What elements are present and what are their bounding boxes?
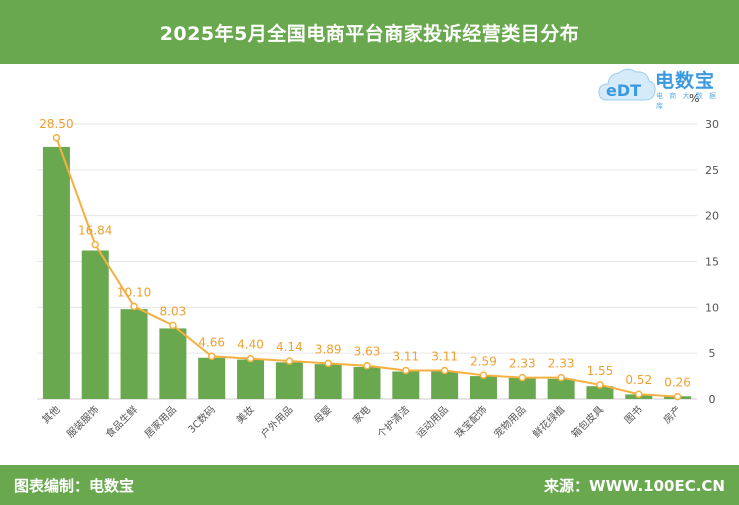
x-tick-label: 房产 <box>660 403 683 426</box>
data-label: 4.66 <box>198 335 225 349</box>
bar <box>508 377 536 399</box>
chart-title: 2025年5月全国电商平台商家投诉经营类目分布 <box>159 22 580 45</box>
data-label: 3.11 <box>431 349 458 363</box>
line-series <box>52 134 682 401</box>
line-point <box>324 359 332 368</box>
line-point <box>91 240 99 249</box>
bar <box>81 250 109 399</box>
line-point <box>363 361 371 370</box>
bar <box>120 309 148 399</box>
x-tick-label: 其他 <box>39 403 62 426</box>
x-tick-label: 食品生鲜 <box>103 403 140 440</box>
cloud-icon: eDT <box>598 68 656 101</box>
y-tick-label: 20 <box>705 210 719 223</box>
y-axis-unit: % <box>689 92 700 105</box>
line-point <box>169 321 177 330</box>
data-label: 2.59 <box>470 354 497 368</box>
x-tick-label: 美妆 <box>233 403 256 426</box>
data-label: 8.03 <box>160 304 187 318</box>
line-point <box>596 381 604 389</box>
data-label: 28.50 <box>39 117 73 131</box>
x-tick-label: 运动用品 <box>414 404 451 441</box>
y-tick-label: 25 <box>705 164 719 177</box>
y-tick-label: 10 <box>705 301 719 314</box>
line-point <box>673 392 682 401</box>
data-label: 0.26 <box>664 376 691 390</box>
bar <box>314 364 342 399</box>
bar <box>586 386 614 399</box>
y-tick-label: 5 <box>709 347 716 360</box>
bar-series <box>42 146 692 399</box>
chart-header: 2025年5月全国电商平台商家投诉经营类目分布 <box>0 0 739 64</box>
bar <box>42 146 70 399</box>
x-tick-label: 居家用品 <box>142 403 179 440</box>
logo-mark: eDT <box>606 81 641 100</box>
data-label: 3.63 <box>354 345 381 359</box>
line-point <box>52 134 61 142</box>
bar <box>392 371 420 399</box>
chart-area: 28.50 16.84 10.10 8.03 4.66 4.40 4.14 3.89 3.63 3… <box>0 64 739 465</box>
line-point <box>518 373 527 382</box>
data-label: 4.40 <box>237 338 264 352</box>
line-point <box>402 366 410 375</box>
bar <box>353 366 381 399</box>
data-label: 3.11 <box>392 349 419 363</box>
line-point <box>285 357 294 365</box>
data-label: 10.10 <box>117 285 151 299</box>
line-point <box>479 371 488 380</box>
logo-text: 电数宝 <box>655 70 716 92</box>
bar <box>547 378 575 399</box>
line-point <box>635 390 643 398</box>
chart-source: 来源：WWW.100EC.CN <box>544 476 725 495</box>
logo-subtext: 电 商 大 数 据 库 <box>656 92 718 110</box>
line-point <box>557 373 565 382</box>
x-tick-label: 珠宝配饰 <box>452 403 489 440</box>
data-label: 2.33 <box>509 357 536 371</box>
data-label: 0.52 <box>625 373 652 387</box>
data-label: 3.89 <box>315 342 342 356</box>
chart-credit: 图表编制：电数宝 <box>14 476 135 495</box>
bar <box>237 359 265 399</box>
data-labels: 28.50 16.84 10.10 8.03 4.66 4.40 4.14 3.89 3.63 3… <box>39 117 691 390</box>
x-axis-ticks: 其他 服装服饰 食品生鲜 居家用品 3C数码 美妆 户外用品 母婴 家电 个护清洁 运动用品 珠宝配饰… <box>39 403 684 440</box>
data-label: 2.33 <box>548 357 575 371</box>
x-tick-label: 个护清洁 <box>374 403 411 440</box>
line-point <box>440 366 449 375</box>
line-point <box>130 302 138 311</box>
y-tick-label: 15 <box>705 256 719 269</box>
x-tick-label: 家电 <box>350 403 373 426</box>
bar <box>159 328 187 399</box>
x-tick-label: 户外用品 <box>258 403 295 440</box>
line-point <box>246 354 255 363</box>
data-label: 16.84 <box>78 224 112 238</box>
y-tick-label: 30 <box>705 118 719 131</box>
x-tick-label: 宠物用品 <box>491 403 528 440</box>
bar <box>469 376 497 399</box>
x-tick-label: 鲜花绿植 <box>530 403 567 440</box>
chart-svg: 28.50 16.84 10.10 8.03 4.66 4.40 4.14 3.89 3.63 3… <box>37 117 719 440</box>
brand-logo: eDT 电数宝 电 商 大 数 据 库 <box>597 62 721 110</box>
x-tick-label: 箱包皮具 <box>569 403 606 440</box>
y-tick-label: 0 <box>709 393 716 406</box>
line-point <box>207 352 216 361</box>
x-tick-label: 图书 <box>622 404 645 427</box>
bar <box>275 362 303 399</box>
grid-lines <box>37 123 697 400</box>
bar <box>198 357 226 399</box>
chart-footer: 图表编制：电数宝 来源：WWW.100EC.CN <box>0 465 739 505</box>
data-label: 4.14 <box>276 340 303 354</box>
data-label: 1.55 <box>587 364 614 378</box>
y-axis-ticks: 0 5 10 15 20 25 30 <box>705 118 719 406</box>
x-tick-label: 3C数码 <box>185 403 218 436</box>
x-tick-label: 服装服饰 <box>64 403 101 440</box>
x-tick-label: 母婴 <box>312 404 335 427</box>
bar <box>431 371 459 399</box>
